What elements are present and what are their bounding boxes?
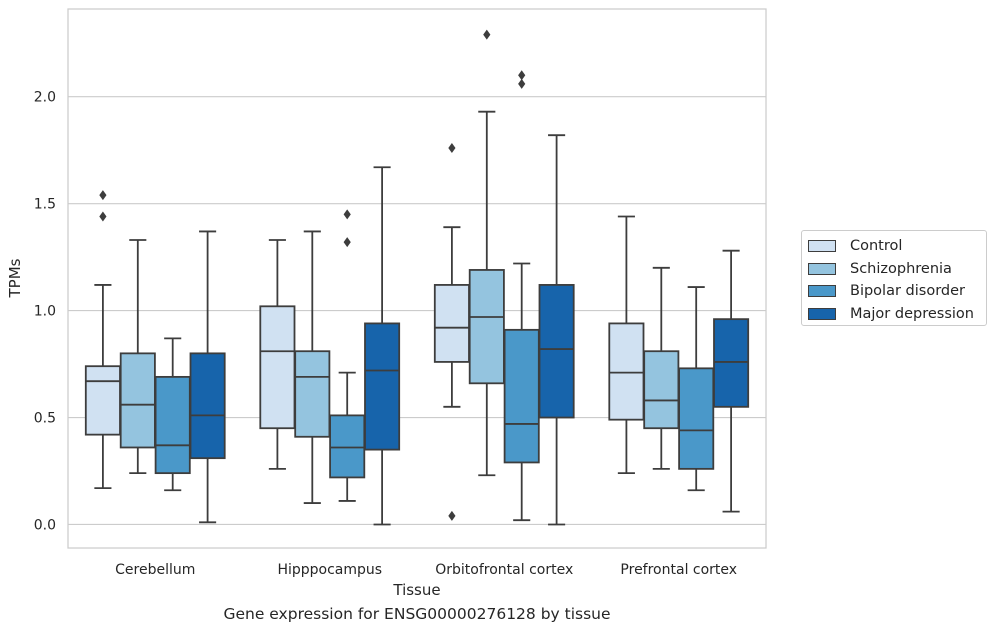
box-group: [643, 266, 680, 470]
legend-label-control: Control: [850, 238, 903, 255]
y-axis-ticks: 0.0 0.5 1.0 1.5 2.0: [34, 90, 56, 534]
box-iqr: [189, 352, 226, 460]
box-group: [364, 166, 401, 526]
box-group: [538, 134, 575, 526]
y-axis-label: TPMs: [6, 258, 24, 298]
box-iqr: [294, 350, 331, 438]
y-tick-label: 2.0: [34, 90, 56, 106]
box-group: [433, 143, 470, 521]
box-iqr: [364, 322, 401, 451]
box-group: [294, 230, 331, 504]
y-tick-label: 0.0: [34, 517, 56, 533]
outlier-point: [343, 209, 351, 220]
outlier-point: [448, 510, 456, 521]
x-tick-label: Cerebellum: [115, 562, 195, 578]
box-iqr: [259, 305, 296, 430]
y-tick-label: 1.5: [34, 197, 56, 213]
box-group: [468, 29, 505, 477]
box-group: [329, 209, 366, 502]
box-group: [608, 215, 645, 475]
legend-item-control: Control: [808, 235, 986, 258]
box-group: [154, 337, 191, 492]
box-group: [259, 239, 296, 470]
legend-label-major-depression: Major depression: [850, 305, 974, 322]
outlier-point: [343, 237, 351, 248]
box-group: [119, 239, 156, 475]
legend-swatch-control: [808, 240, 836, 253]
box-iqr: [538, 284, 575, 419]
outlier-point: [518, 78, 526, 89]
legend-item-schizophrenia: Schizophrenia: [808, 258, 986, 281]
box-group: [713, 249, 750, 513]
box-iqr: [713, 318, 750, 408]
legend-item-bipolar-disorder: Bipolar disorder: [808, 280, 986, 303]
box-group: [678, 286, 715, 492]
legend-label-bipolar-disorder: Bipolar disorder: [850, 283, 965, 300]
box-iqr: [608, 322, 645, 421]
legend-swatch-bipolar-disorder: [808, 285, 836, 298]
legend-item-major-depression: Major depression: [808, 303, 986, 326]
x-axis-ticks: Cerebellum Hipppocampus Orbitofrontal cort…: [115, 562, 737, 578]
outlier-point: [99, 211, 107, 222]
box-iqr: [468, 269, 505, 385]
box-iqr: [503, 328, 540, 464]
box-iqr: [643, 350, 680, 430]
legend: Control Schizophrenia Bipolar disorder M…: [801, 230, 987, 326]
y-tick-label: 1.0: [34, 304, 56, 320]
box-iqr: [433, 284, 470, 363]
box-iqr: [84, 365, 121, 436]
outlier-point: [99, 190, 107, 201]
box-group: [503, 70, 540, 522]
legend-swatch-major-depression: [808, 307, 836, 320]
box-iqr: [678, 367, 715, 470]
y-tick-label: 0.5: [34, 411, 56, 427]
x-tick-label: Prefrontal cortex: [620, 562, 737, 578]
outlier-point: [448, 143, 456, 154]
box-iqr: [154, 375, 191, 475]
box-iqr: [119, 352, 156, 449]
box-iqr: [329, 414, 366, 479]
figure-caption: Gene expression for ENSG00000276128 by t…: [223, 605, 611, 623]
box-group: [84, 190, 121, 490]
x-axis-label: Tissue: [392, 581, 440, 599]
outlier-point: [518, 70, 526, 81]
box-group: [189, 230, 226, 524]
legend-swatch-schizophrenia: [808, 262, 836, 275]
legend-label-schizophrenia: Schizophrenia: [850, 260, 952, 277]
boxes: [84, 29, 750, 526]
outlier-point: [483, 29, 491, 40]
x-tick-label: Hipppocampus: [277, 562, 382, 578]
plot-frame: [67, 8, 767, 549]
x-tick-label: Orbitofrontal cortex: [435, 562, 573, 578]
